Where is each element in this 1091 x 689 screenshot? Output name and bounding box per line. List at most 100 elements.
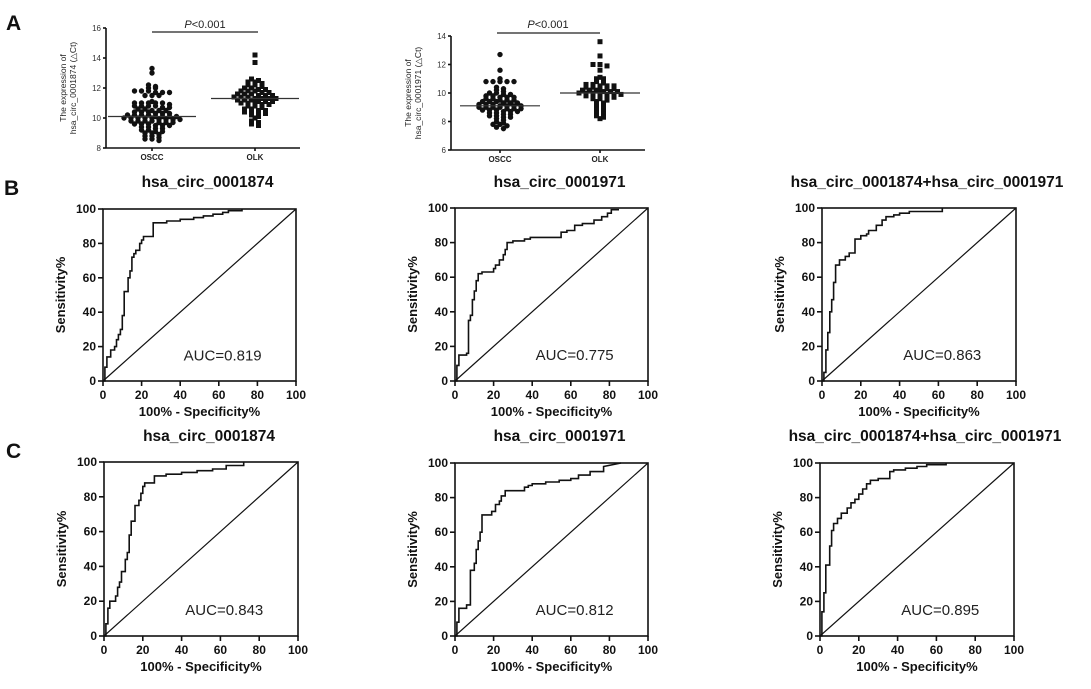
y-tick-label: 60 [83, 271, 97, 285]
data-point-circle [138, 127, 145, 133]
data-point-square [604, 97, 610, 103]
data-point-square [252, 60, 258, 65]
p-threshold: <0.001 [192, 19, 226, 31]
p-symbol: P [184, 19, 192, 31]
data-point-square [256, 111, 261, 116]
data-point-square [590, 62, 596, 67]
data-point-square [235, 91, 240, 97]
data-point-square [263, 87, 268, 92]
x-tick-label: 100 [638, 388, 658, 402]
data-point-square [242, 85, 247, 91]
plot-frame [102, 208, 297, 382]
auc-annotation: AUC=0.812 [536, 602, 614, 619]
roc-curve [822, 208, 944, 382]
data-point-square [597, 74, 603, 80]
data-point-circle [131, 121, 138, 127]
data-point-square [594, 104, 599, 110]
data-point-circle [152, 83, 159, 90]
x-tick-label: 40 [526, 388, 540, 402]
data-point-square [238, 88, 244, 94]
data-point-square [597, 62, 603, 67]
p-value-annotation: P<0.001 [184, 19, 225, 31]
reference-diagonal-line [819, 462, 1015, 637]
data-point-circle [149, 136, 155, 142]
data-point-circle [490, 78, 496, 85]
data-point-square [604, 86, 610, 92]
data-point-square [611, 91, 617, 97]
data-point-square [263, 99, 268, 104]
y-tick-label: 80 [802, 236, 816, 250]
data-point-square [597, 83, 603, 89]
y-tick-label: 80 [84, 490, 98, 504]
data-point-circle [500, 117, 507, 123]
y-axis-label: Sensitivity% [770, 511, 785, 588]
data-point-square [601, 80, 606, 86]
data-point-square [597, 67, 603, 73]
data-point-square [256, 123, 261, 128]
data-point-square [615, 89, 620, 95]
data-point-circle [142, 136, 148, 142]
data-point-circle [152, 128, 159, 135]
y-tick-label: 20 [84, 594, 98, 608]
reference-diagonal-line [103, 461, 299, 637]
panel-letter-a: A [6, 12, 21, 35]
data-point-circle [156, 137, 162, 144]
data-point-square [242, 106, 247, 112]
data-point-square [266, 102, 272, 107]
roc-chart-c2: hsa_circ_0001971 0 20 40 60 80 100 0 20 40 60 80 100… [405, 428, 658, 674]
data-point-square [604, 63, 610, 69]
plot-frame [454, 207, 649, 382]
data-point-square [256, 78, 261, 83]
data-point-square [252, 103, 258, 109]
y-tick-label: 20 [802, 339, 816, 353]
y-tick-label: 100 [428, 201, 448, 215]
data-point-square [583, 84, 589, 90]
data-point-square [594, 107, 599, 113]
x-tick-label: 0 [819, 388, 826, 402]
data-point-circle [507, 114, 514, 120]
y-tick-label: 100 [76, 202, 96, 216]
data-point-circle [497, 67, 503, 73]
plot-frame [819, 462, 1015, 637]
data-point-square [256, 114, 261, 119]
scatter-chart-hsa-circ-0001971: 6 8 10 12 14 OSCC OLK The expression of hsa_circ… [403, 19, 645, 164]
x-tick-label: 60 [564, 643, 578, 657]
y-tick-label: 40 [83, 305, 97, 319]
panel-letter-b: B [4, 177, 19, 200]
roc-chart-c1: hsa_circ_0001874 0 20 40 60 80 100 0 20 40 60 80 100… [54, 428, 308, 674]
x-tick-label: 20 [136, 643, 150, 657]
data-point-square [618, 91, 624, 97]
y-tick-label: 100 [428, 456, 448, 470]
y-tick-label: 0 [89, 374, 96, 388]
plot-frame [454, 462, 649, 637]
data-point-square [597, 53, 603, 59]
data-point-square [256, 99, 261, 104]
data-point-square [601, 114, 606, 120]
data-point-square [590, 93, 596, 99]
data-point-circle [145, 82, 152, 88]
data-point-square [604, 91, 610, 97]
data-point-circle [145, 88, 152, 94]
data-point-square [604, 83, 610, 89]
chart-title: hsa_circ_0001874 [142, 174, 274, 191]
data-point-square [259, 84, 265, 89]
data-point-square [601, 111, 606, 117]
data-point-square [259, 105, 265, 110]
roc-chart-c3: hsa_circ_0001874+hsa_circ_0001971 0 20 40 60… [770, 428, 1062, 674]
data-point-square [231, 94, 237, 100]
data-point-square [249, 85, 254, 91]
data-point-circle [493, 115, 500, 122]
y-tick-label: 80 [800, 491, 814, 505]
panel-letter-c: C [6, 440, 21, 463]
data-point-circle [135, 106, 141, 112]
scatter-chart-hsa-circ-0001874: 8 10 12 14 16 OSCC OLK The expression of hsa_cir… [58, 19, 300, 162]
data-point-circle [166, 122, 173, 129]
data-point-square [242, 91, 247, 97]
roc-chart-b3: hsa_circ_0001874+hsa_circ_0001971 0 20 40 60… [772, 174, 1064, 419]
data-point-square [597, 39, 603, 45]
data-point-circle [497, 78, 503, 85]
data-point-square [249, 91, 254, 97]
p-value-annotation: P<0.001 [527, 19, 568, 31]
x-tick-label: 40 [175, 643, 189, 657]
x-axis-label: 100% - Specificity% [856, 659, 978, 674]
